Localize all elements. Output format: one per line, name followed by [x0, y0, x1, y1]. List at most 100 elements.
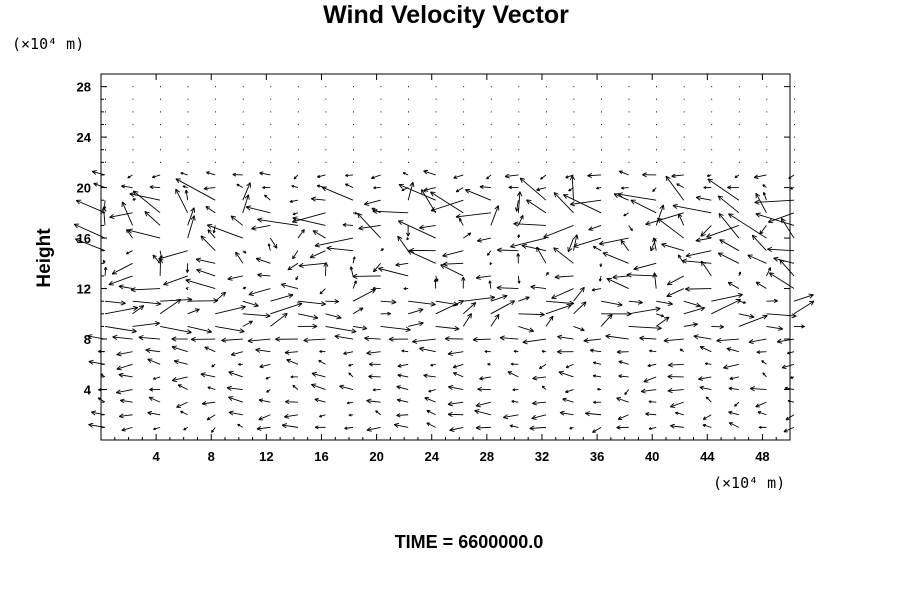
vector-arrow: [116, 389, 133, 395]
y-tick-label: 8: [84, 332, 91, 347]
vector-arrow: [397, 220, 436, 239]
vector-arrow: [487, 362, 491, 366]
vector-arrow: [484, 350, 491, 354]
vector-arrow: [543, 225, 574, 239]
x-tick-label: 8: [208, 449, 215, 464]
vector-arrow: [358, 225, 381, 231]
vector-arrow: [650, 237, 657, 252]
vector-arrow: [766, 298, 778, 304]
vector-arrow: [665, 175, 685, 201]
vector-arrow: [406, 225, 411, 237]
vector-arrow: [430, 199, 464, 212]
vector-arrow: [102, 259, 106, 264]
vector-arrow: [559, 410, 574, 416]
vector-arrow: [728, 213, 767, 239]
vector-arrow: [645, 212, 684, 226]
vector-arrow: [372, 286, 381, 290]
vector-arrow: [292, 212, 326, 224]
vector-arrow: [440, 264, 464, 277]
vector-arrow: [230, 215, 244, 226]
vector-arrow: [648, 400, 657, 404]
vector-arrow: [677, 254, 685, 264]
vector-arrow: [292, 216, 326, 226]
vector-arrow: [132, 190, 161, 214]
vector-arrow: [628, 306, 661, 315]
vector-arrow: [602, 252, 629, 264]
vector-arrow: [309, 250, 326, 259]
vector-arrow: [73, 223, 106, 239]
vector-arrow: [790, 376, 795, 379]
vector-arrow: [295, 275, 299, 281]
vector-arrow: [88, 359, 106, 365]
x-tick-label: 16: [314, 449, 328, 464]
vector-arrow: [679, 348, 685, 353]
vector-arrow: [406, 237, 410, 241]
vector-arrow: [717, 195, 740, 214]
vector-arrow: [396, 385, 409, 390]
vector-arrow: [372, 208, 409, 214]
y-axis-label: Height: [34, 228, 55, 288]
vector-arrow: [728, 410, 739, 416]
vector-arrow: [513, 221, 546, 227]
vector-arrow: [781, 363, 795, 369]
vector-arrow: [120, 398, 133, 404]
vector-arrow: [452, 363, 464, 369]
vector-arrow: [518, 325, 534, 333]
vector-arrow: [459, 218, 464, 226]
vector-arrow: [447, 350, 464, 356]
vector-arrow: [319, 288, 326, 295]
vector-arrow: [504, 173, 519, 179]
vector-arrow: [426, 410, 436, 416]
vector-arrow: [667, 374, 684, 380]
vector-arrow: [103, 266, 108, 276]
vector-arrow: [207, 229, 216, 239]
vector-arrow: [121, 184, 133, 189]
vector-arrow: [596, 186, 602, 190]
vector-arrow: [447, 411, 464, 418]
vector-arrow: [475, 401, 491, 408]
vector-arrow: [706, 174, 712, 178]
vector-arrow: [270, 302, 303, 315]
vector-arrow: [368, 362, 381, 367]
vector-arrow: [661, 242, 684, 252]
vector-arrow: [118, 284, 133, 290]
vector-arrow: [727, 281, 740, 289]
vector-arrow: [284, 399, 298, 405]
vector-arrow: [628, 225, 633, 232]
vector-arrow: [318, 359, 326, 365]
vector-arrow: [352, 211, 358, 215]
vector-arrow: [683, 322, 698, 328]
vector-arrow: [762, 372, 767, 378]
vector-arrow: [545, 303, 572, 315]
vector-arrow: [375, 410, 381, 416]
vector-arrow: [255, 257, 271, 264]
vector-arrow: [683, 300, 701, 308]
vector-arrow: [187, 308, 200, 315]
vector-arrow: [232, 172, 243, 177]
time-label: TIME = 6600000.0: [395, 532, 544, 552]
vector-arrow: [789, 186, 795, 190]
vector-arrow: [474, 409, 491, 416]
vector-arrow: [104, 300, 126, 306]
vector-arrow: [121, 426, 133, 432]
vector-arrow: [762, 192, 767, 201]
vector-arrow: [734, 174, 740, 179]
vector-arrow: [656, 300, 673, 306]
vector-arrow: [311, 383, 326, 390]
vector-arrow: [323, 262, 329, 276]
vector-arrow: [573, 325, 585, 332]
vector-arrow: [371, 174, 381, 180]
vector-arrow: [623, 212, 629, 217]
vector-arrow: [235, 251, 244, 264]
vector-arrow: [508, 185, 519, 190]
vector-arrow: [228, 410, 243, 416]
vector-arrow: [187, 215, 196, 239]
vector-arrow: [366, 426, 381, 432]
vector-arrow: [426, 422, 436, 428]
vector-arrow: [349, 266, 354, 277]
vector-arrow: [522, 338, 547, 345]
vector-arrow: [605, 333, 629, 340]
vector-arrow: [507, 371, 519, 378]
y-tick-label: 28: [77, 80, 91, 95]
vector-arrow: [297, 323, 318, 329]
